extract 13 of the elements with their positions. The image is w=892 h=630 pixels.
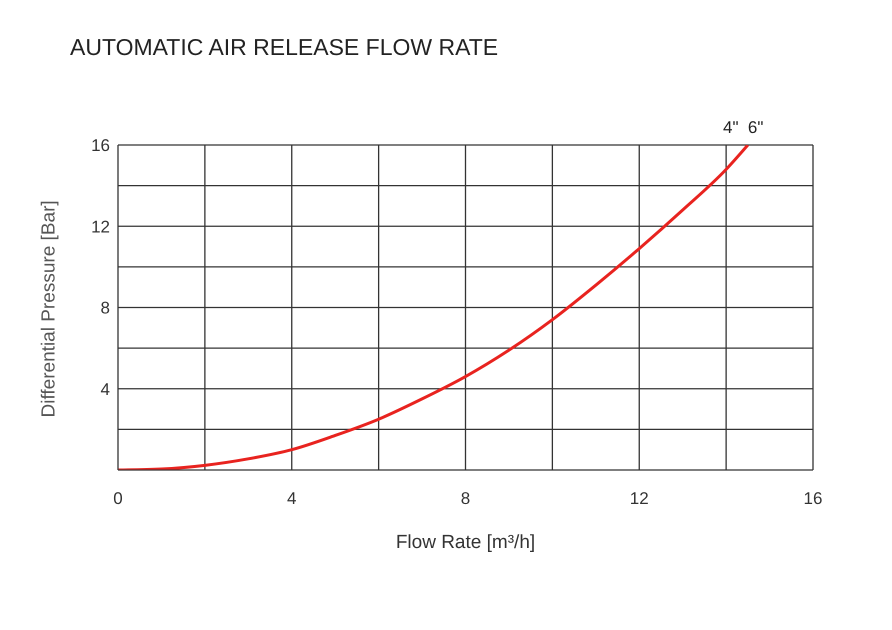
y-tick-label: 4 [100,380,110,399]
x-tick-label: 4 [287,489,296,508]
x-axis-title: Flow Rate [m³/h] [396,532,536,553]
y-axis-title: Differential Pressure [Bar] [38,200,60,418]
x-tick-label: 8 [460,489,470,508]
y-tick-label: 12 [91,217,110,236]
text: 4" 6" [723,118,764,138]
chart-title: AUTOMATIC AIR RELEASE FLOW RATE [70,34,498,61]
y-tick-label: 16 [91,136,110,156]
x-tick-label: 12 [630,489,649,508]
x-tick-label: 0 [113,489,123,508]
y-tick-label: 8 [100,298,110,318]
x-tick-label: 16 [804,489,822,508]
